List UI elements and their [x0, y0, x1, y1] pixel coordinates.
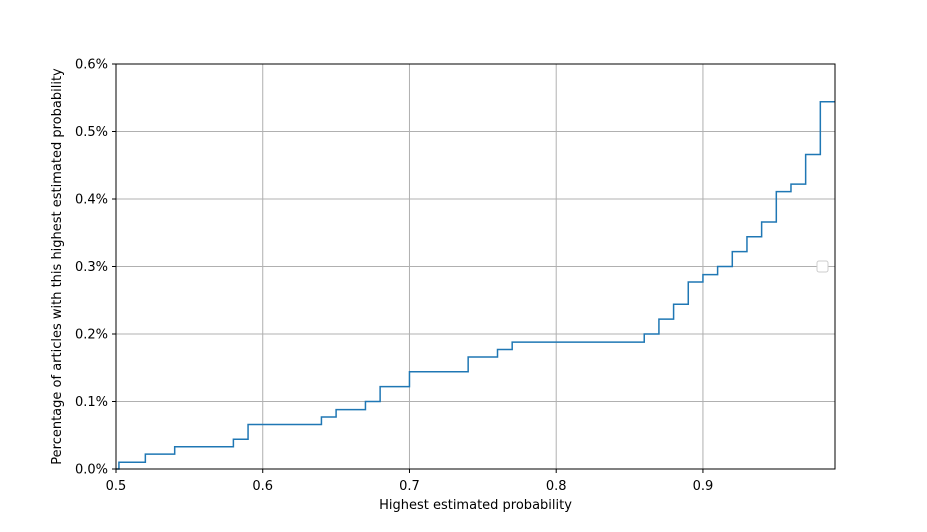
x-tick-label: 0.6	[252, 479, 273, 494]
y-tick-label: 0.6%	[75, 58, 108, 73]
x-tick-label: 0.8	[546, 479, 567, 494]
series-line	[116, 101, 835, 470]
y-tick-label: 0.5%	[75, 125, 108, 140]
y-axis-label: Percentage of articles with this highest…	[50, 68, 65, 465]
y-tick-label: 0.2%	[75, 328, 108, 343]
x-tick-label: 0.7	[399, 479, 420, 494]
series-layer	[116, 101, 835, 470]
x-axis-ticks: 0.5 0.6 0.7 0.8 0.9	[106, 469, 714, 494]
y-tick-label: 0.3%	[75, 260, 108, 275]
x-tick-label: 0.5	[106, 479, 127, 494]
y-axis-ticks: 0.0% 0.1% 0.2% 0.3% 0.4% 0.5% 0.6%	[75, 58, 116, 478]
x-axis-label: Highest estimated probability	[379, 498, 572, 513]
legend-box	[816, 260, 829, 273]
y-tick-label: 0.0%	[75, 463, 108, 478]
x-tick-label: 0.9	[693, 479, 714, 494]
y-tick-label: 0.4%	[75, 193, 108, 208]
y-tick-label: 0.1%	[75, 395, 108, 410]
